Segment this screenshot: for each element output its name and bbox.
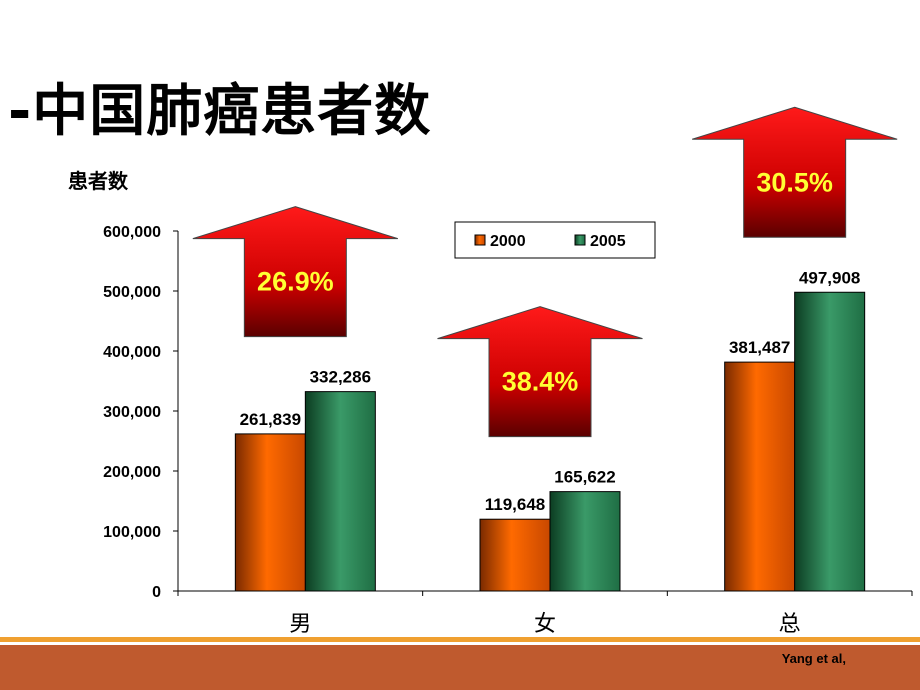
increase-arrow: 30.5% bbox=[692, 106, 898, 238]
y-tick-label: 200,000 bbox=[103, 464, 161, 481]
y-tick-label: 300,000 bbox=[103, 404, 161, 421]
legend-label: 2005 bbox=[590, 233, 626, 250]
legend-swatch-2000 bbox=[474, 234, 486, 246]
legend-box bbox=[454, 221, 656, 259]
y-tick-label: 600,000 bbox=[103, 224, 161, 241]
data-label: 497,908 bbox=[799, 268, 860, 287]
data-label: 165,622 bbox=[554, 468, 615, 487]
increase-arrow: 38.4% bbox=[437, 306, 643, 438]
percent-label: 30.5% bbox=[756, 167, 833, 197]
bar-2005-0 bbox=[304, 391, 376, 592]
bar-2005-2 bbox=[794, 291, 866, 592]
increase-arrow: 26.9% bbox=[192, 206, 398, 338]
x-category-label: 男 bbox=[289, 612, 311, 637]
bar-2005-1 bbox=[549, 491, 621, 592]
y-axis-label: 患者数 bbox=[68, 169, 129, 193]
data-label: 261,839 bbox=[240, 410, 301, 429]
y-tick-label: 500,000 bbox=[103, 284, 161, 301]
data-label: 381,487 bbox=[729, 338, 790, 357]
data-label: 332,286 bbox=[310, 368, 371, 387]
percent-label: 26.9% bbox=[257, 267, 334, 297]
footer-line bbox=[0, 637, 920, 642]
footer-band bbox=[0, 645, 920, 690]
percent-label: 38.4% bbox=[502, 367, 579, 397]
bar-2000-0 bbox=[234, 433, 306, 592]
x-category-label: 女 bbox=[534, 612, 556, 637]
y-tick-label: 100,000 bbox=[103, 524, 161, 541]
page-title: -中国肺癌患者数 bbox=[8, 79, 432, 144]
bar-chart: 患者数 26.9% 38.4% 30.5% 0 100,000 200,000 300,0… bbox=[68, 106, 913, 637]
arrow-shape bbox=[692, 106, 898, 238]
y-tick-label: 0 bbox=[152, 584, 161, 601]
bar-2000-1 bbox=[479, 518, 551, 592]
bar-2000-2 bbox=[724, 361, 796, 592]
data-label: 119,648 bbox=[485, 495, 546, 514]
arrow-shape bbox=[437, 306, 643, 438]
arrow-shape bbox=[192, 206, 398, 338]
legend-swatch-2005 bbox=[574, 234, 586, 246]
legend: 2000 2005 bbox=[454, 221, 656, 259]
x-category-label: 总 bbox=[779, 612, 801, 637]
legend-label: 2000 bbox=[490, 233, 526, 250]
credit-text: Yang et al, bbox=[781, 651, 846, 666]
y-tick-label: 400,000 bbox=[103, 344, 161, 361]
